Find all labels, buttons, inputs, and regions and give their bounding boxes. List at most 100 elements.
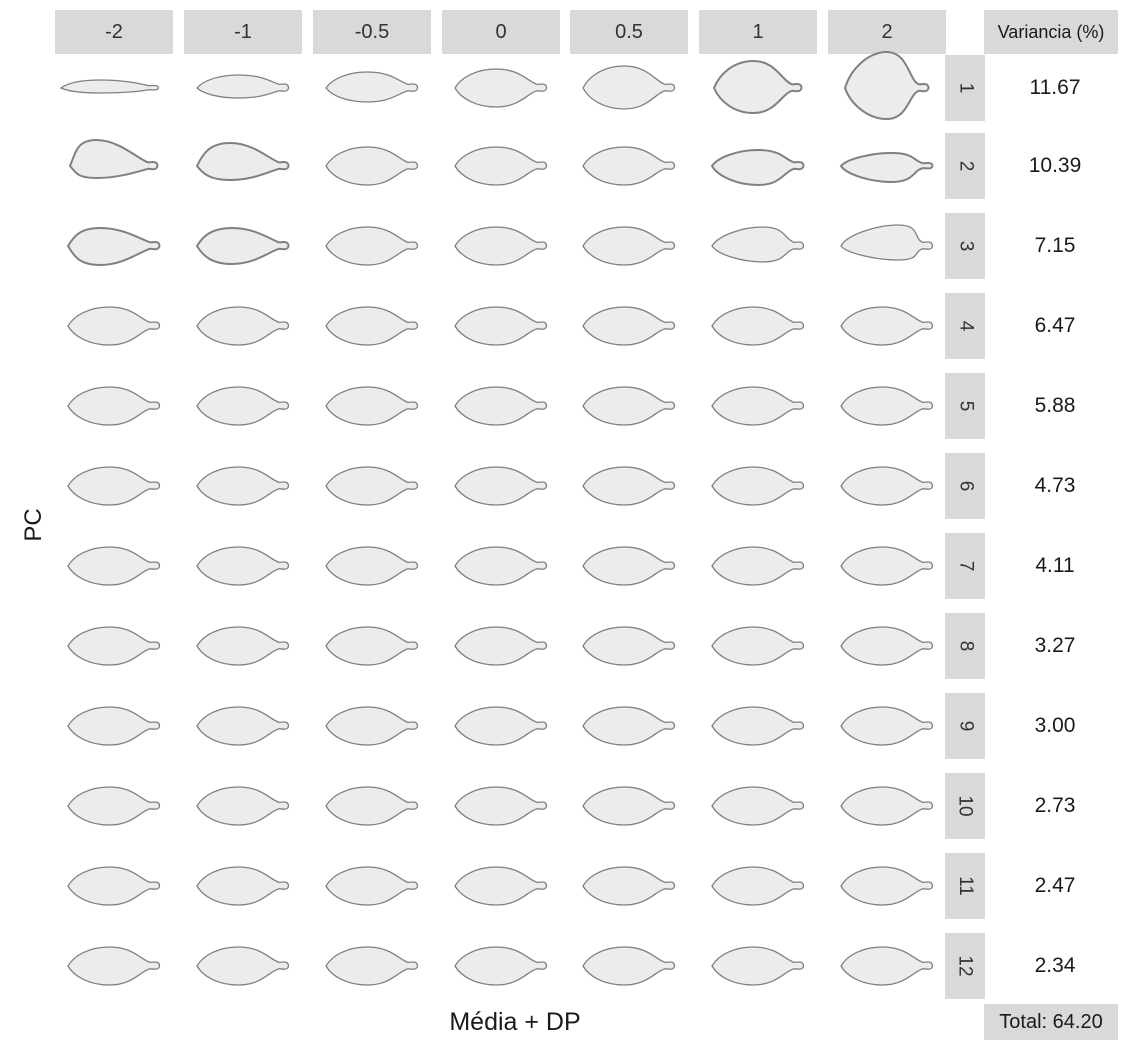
variance-value-12: 2.34 [1034, 954, 1076, 977]
pc-strip-4: 4 [945, 293, 985, 359]
leaf-shape-pc1-col2 [196, 74, 290, 99]
pc-strip-5: 5 [945, 373, 985, 439]
pc-label-4: 4 [954, 320, 976, 332]
leaf-shape-pc10-col1 [67, 786, 161, 826]
leaf-shape-pc9-col6 [711, 706, 805, 746]
leaf-shape-pc10-col4 [454, 786, 548, 826]
leaf-shape-pc6-col2 [196, 466, 290, 506]
leaf-shape-pc10-col6 [711, 786, 805, 826]
leaf-shape-pc4-col2 [196, 306, 290, 346]
pc-strip-6: 6 [945, 453, 985, 519]
pc-label-9: 9 [954, 720, 976, 732]
leaf-shape-pc1-col7 [843, 50, 930, 121]
leaf-shape-pc1-col5 [582, 65, 676, 110]
column-header-sd-0: 0 [442, 10, 560, 54]
variance-value-8: 3.27 [1034, 634, 1076, 657]
leaf-shape-pc12-col5 [582, 946, 676, 986]
leaf-shape-pc10-col7 [840, 786, 934, 826]
pc-label-5: 5 [954, 400, 976, 412]
leaf-shape-pc3-col3 [325, 226, 419, 266]
leaf-shape-pc8-col4 [454, 626, 548, 666]
pc-label-2: 2 [954, 160, 976, 172]
leaf-shape-pc3-col1 [66, 226, 161, 267]
leaf-shape-pc3-col7 [840, 224, 934, 261]
variance-value-1: 11.67 [1029, 76, 1081, 99]
leaf-shape-pc12-col3 [325, 946, 419, 986]
leaf-shape-pc6-col6 [711, 466, 805, 506]
pc-label-1: 1 [954, 82, 976, 94]
pc-strip-8: 8 [945, 613, 985, 679]
leaf-shape-pc6-col7 [840, 466, 934, 506]
leaf-shape-pc8-col7 [840, 626, 934, 666]
leaf-shape-pc8-col1 [67, 626, 161, 666]
leaf-shape-pc8-col2 [196, 626, 290, 666]
pc-strip-10: 10 [945, 773, 985, 839]
pc-label-3: 3 [954, 240, 976, 252]
leaf-shape-pc9-col4 [454, 706, 548, 746]
leaf-shape-pc11-col7 [840, 866, 934, 906]
leaf-shape-pc1-col6 [712, 59, 803, 115]
leaf-shape-pc5-col6 [711, 386, 805, 426]
pc-label-10: 10 [954, 795, 976, 817]
variance-value-6: 4.73 [1034, 474, 1076, 497]
variance-value-2: 10.39 [1028, 154, 1082, 177]
leaf-shape-pc7-col7 [840, 546, 934, 586]
y-axis-label: PC [20, 508, 47, 542]
column-header-sd-minus-1: -1 [184, 10, 302, 54]
leaf-shape-pc7-col5 [582, 546, 676, 586]
leaf-shape-pc2-col2 [195, 141, 290, 182]
pc-strip-11: 11 [945, 853, 985, 919]
variance-value-9: 3.00 [1034, 714, 1076, 737]
leaf-shape-pc7-col2 [196, 546, 290, 586]
leaf-shape-pc5-col5 [582, 386, 676, 426]
column-header-sd-plus-0-5: 0.5 [570, 10, 688, 54]
leaf-shape-pc2-col7 [839, 151, 934, 184]
leaf-shape-pc9-col3 [325, 706, 419, 746]
pc-label-12: 12 [954, 955, 976, 977]
leaf-shape-pc3-col5 [582, 226, 676, 266]
leaf-shape-pc4-col1 [67, 306, 161, 346]
leaf-shape-pc5-col4 [454, 386, 548, 426]
variance-header: Variancia (%) [984, 10, 1118, 54]
leaf-shape-pc11-col4 [454, 866, 548, 906]
column-header-sd-minus-2: -2 [55, 10, 173, 54]
leaf-shape-pc2-col4 [454, 146, 548, 186]
leaf-shape-pc12-col4 [454, 946, 548, 986]
leaf-shape-pc11-col5 [582, 866, 676, 906]
leaf-shape-pc4-col3 [325, 306, 419, 346]
leaf-shape-pc7-col6 [711, 546, 805, 586]
leaf-shape-pc7-col4 [454, 546, 548, 586]
leaf-shape-pc2-col3 [325, 146, 419, 186]
leaf-shape-pc6-col1 [67, 466, 161, 506]
pc-strip-2: 2 [945, 133, 985, 199]
variance-value-10: 2.73 [1034, 794, 1076, 817]
leaf-shape-pc5-col3 [325, 386, 419, 426]
leaf-shape-pc1-col4 [454, 68, 548, 108]
leaf-shape-pc2-col1 [68, 138, 159, 180]
leaf-shape-pc3-col4 [454, 226, 548, 266]
leaf-shape-pc2-col6 [710, 148, 805, 187]
leaf-shape-pc11-col1 [67, 866, 161, 906]
variance-value-5: 5.88 [1034, 394, 1076, 417]
leaf-shape-pc2-col5 [582, 146, 676, 186]
leaf-shape-pc11-col6 [711, 866, 805, 906]
leaf-shape-pc11-col3 [325, 866, 419, 906]
x-axis-label: Média + DP [449, 1008, 581, 1036]
leaf-shape-pc10-col3 [325, 786, 419, 826]
leaf-shape-pc8-col5 [582, 626, 676, 666]
leaf-shape-pc9-col1 [67, 706, 161, 746]
column-header-sd-plus-2: 2 [828, 10, 946, 54]
leaf-shape-pc6-col5 [582, 466, 676, 506]
variance-value-3: 7.15 [1034, 234, 1076, 257]
leaf-shape-pc12-col7 [840, 946, 934, 986]
column-header-sd-plus-1: 1 [699, 10, 817, 54]
leaf-shape-pc1-col1 [59, 79, 160, 94]
variance-value-11: 2.47 [1034, 874, 1076, 897]
leaf-shape-pc12-col2 [196, 946, 290, 986]
leaf-shape-pc10-col5 [582, 786, 676, 826]
pc-strip-7: 7 [945, 533, 985, 599]
leaf-shape-pc4-col6 [711, 306, 805, 346]
variance-value-7: 4.11 [1035, 554, 1075, 577]
pc-strip-9: 9 [945, 693, 985, 759]
